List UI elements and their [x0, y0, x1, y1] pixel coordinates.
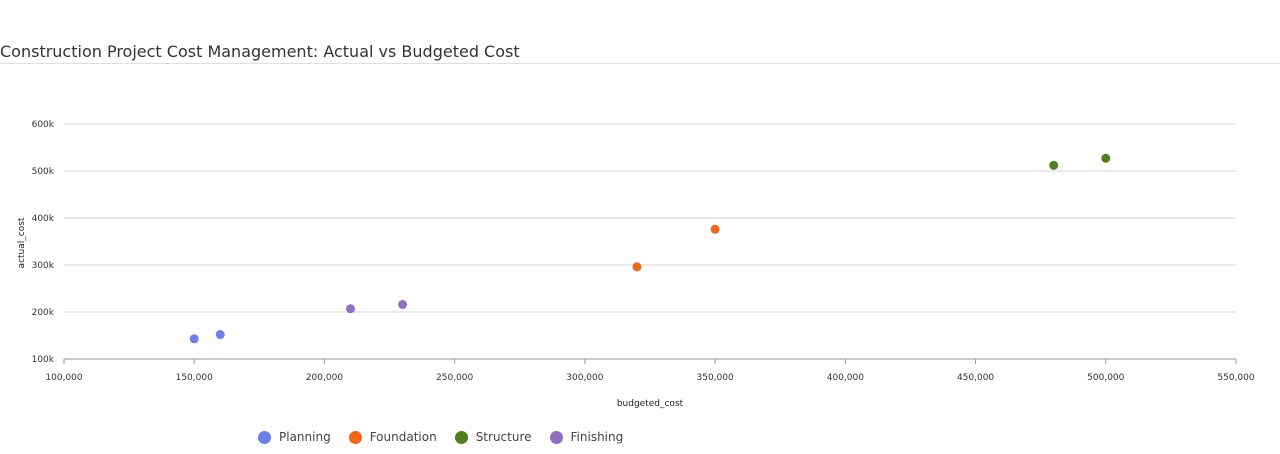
x-tick-label: 450,000	[957, 373, 994, 383]
legend: Planning Foundation Structure Finishing	[258, 430, 623, 444]
data-point-finishing	[345, 304, 355, 314]
x-tick-label: 250,000	[436, 373, 473, 383]
data-points	[189, 153, 1111, 344]
y-tick-label: 500k	[32, 167, 55, 177]
x-axis-ticks: 100,000 150,000 200,000 250,000 300,000 350,0…	[45, 359, 1255, 383]
x-tick-label: 400,000	[827, 373, 864, 383]
x-tick-label: 150,000	[176, 373, 213, 383]
data-point-planning	[215, 330, 225, 340]
x-tick-label: 100,000	[45, 373, 82, 383]
legend-label: Foundation	[369, 430, 437, 444]
legend-label: Finishing	[570, 430, 624, 444]
legend-swatch	[348, 430, 362, 444]
legend-swatch	[549, 430, 563, 444]
y-tick-label: 300k	[32, 261, 55, 271]
title-bar: Construction Project Cost Management: Ac…	[0, 0, 1280, 64]
legend-label: Structure	[475, 430, 532, 444]
x-tick-label: 200,000	[306, 373, 343, 383]
y-tick-label: 400k	[32, 214, 55, 224]
y-axis-ticks: 100k 200k 300k 400k 500k 600k	[32, 120, 55, 365]
x-tick-label: 550,000	[1217, 373, 1254, 383]
y-axis-label: actual_cost	[17, 217, 27, 268]
legend-swatch	[454, 430, 468, 444]
y-tick-label: 100k	[32, 355, 55, 365]
x-tick-label: 300,000	[566, 373, 603, 383]
data-point-foundation	[632, 262, 642, 272]
legend-item-finishing[interactable]: Finishing	[549, 430, 624, 444]
page-title: Construction Project Cost Management: Ac…	[0, 42, 520, 61]
legend-item-planning[interactable]: Planning	[258, 430, 331, 444]
y-tick-label: 600k	[32, 120, 55, 130]
legend-item-foundation[interactable]: Foundation	[348, 430, 437, 444]
data-point-structure	[1049, 160, 1059, 170]
data-point-planning	[189, 334, 199, 344]
legend-item-structure[interactable]: Structure	[454, 430, 532, 444]
y-tick-label: 200k	[32, 308, 55, 318]
x-tick-label: 350,000	[697, 373, 734, 383]
x-axis-label: budgeted_cost	[617, 399, 684, 409]
legend-swatch	[258, 430, 271, 444]
x-tick-label: 500,000	[1087, 373, 1124, 383]
data-point-foundation	[710, 224, 720, 234]
data-point-structure	[1101, 153, 1111, 163]
data-point-finishing	[398, 299, 408, 309]
grid-lines	[64, 123, 1236, 360]
legend-label: Planning	[279, 430, 331, 444]
